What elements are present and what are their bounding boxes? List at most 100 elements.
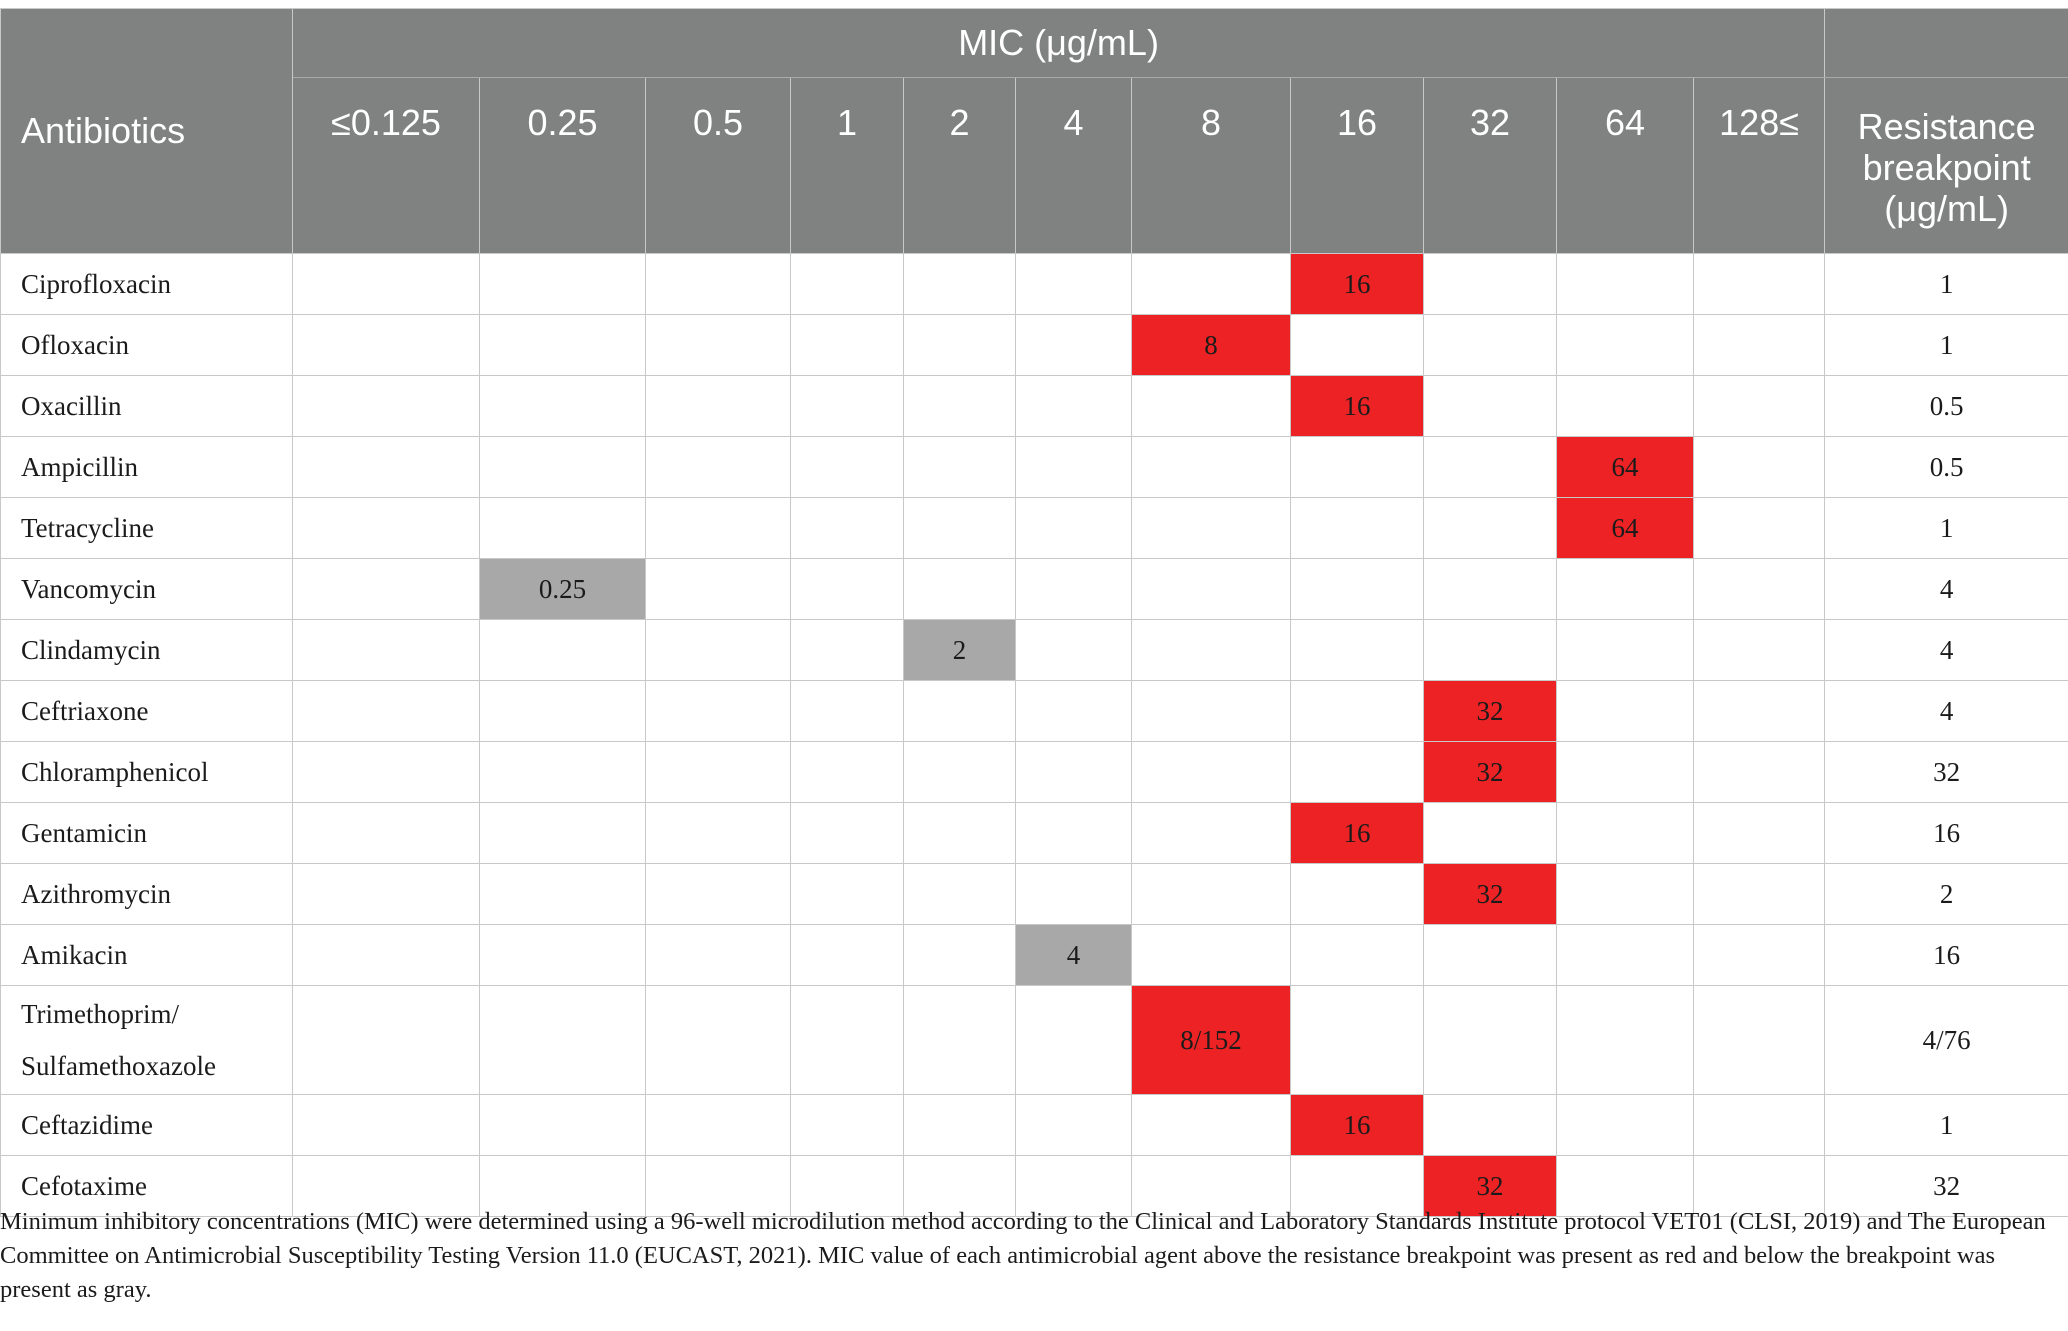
- antibiotic-name: Ciprofloxacin: [0, 253, 293, 315]
- empty-cell: [903, 497, 1016, 559]
- empty-cell: [479, 375, 646, 437]
- empty-cell: [479, 619, 646, 681]
- empty-cell: [479, 314, 646, 376]
- empty-cell: [1556, 680, 1694, 742]
- empty-cell: [1692, 497, 1826, 559]
- empty-cell: [1692, 619, 1826, 681]
- empty-cell: [645, 680, 791, 742]
- antibiotic-name-line: Amikacin: [21, 939, 128, 970]
- empty-cell: [479, 741, 646, 803]
- empty-cell: [1692, 985, 1826, 1095]
- empty-cell: [1015, 680, 1132, 742]
- empty-cell: [903, 924, 1016, 986]
- breakpoint-cell: 16: [1824, 924, 2068, 986]
- empty-cell: [292, 558, 480, 620]
- mic-value-cell: 64: [1556, 497, 1694, 559]
- empty-cell: [1692, 863, 1826, 925]
- empty-cell: [1131, 1155, 1291, 1217]
- table-row: Oxacillin 16 0.5: [0, 375, 2068, 437]
- empty-cell: [479, 802, 646, 864]
- empty-cell: [903, 985, 1016, 1095]
- mic-value-cell: 32: [1423, 1155, 1557, 1217]
- empty-cell: [1692, 1094, 1826, 1156]
- antibiotic-name: Clindamycin: [0, 619, 293, 681]
- empty-cell: [1015, 741, 1132, 803]
- concentration-header: 16: [1290, 77, 1424, 254]
- mic-value-cell: 4: [1015, 924, 1132, 986]
- empty-cell: [292, 1094, 480, 1156]
- empty-cell: [1015, 1094, 1132, 1156]
- empty-cell: [1556, 375, 1694, 437]
- concentration-header: 32: [1423, 77, 1557, 254]
- table-body: Ciprofloxacin 16 1 Ofloxacin 8 1 Oxacillin 16 0.…: [0, 253, 2068, 1217]
- empty-cell: [292, 436, 480, 498]
- empty-cell: [292, 253, 480, 315]
- antibiotic-name: Ceftazidime: [0, 1094, 293, 1156]
- empty-cell: [790, 314, 904, 376]
- breakpoint-cell: 4: [1824, 619, 2068, 681]
- empty-cell: [1423, 802, 1557, 864]
- empty-cell: [645, 375, 791, 437]
- empty-cell: [1556, 253, 1694, 315]
- empty-cell: [645, 802, 791, 864]
- antibiotic-name-line: Cefotaxime: [21, 1170, 147, 1201]
- concentration-header: 0.25: [479, 77, 646, 254]
- antibiotic-name-line: Ceftazidime: [21, 1109, 153, 1140]
- empty-cell: [1131, 924, 1291, 986]
- antibiotic-name-line: Ciprofloxacin: [21, 268, 171, 299]
- empty-cell: [903, 680, 1016, 742]
- table-row: Amikacin 4 16: [0, 924, 2068, 986]
- breakpoint-header: Resistance breakpoint (μg/mL): [1824, 77, 2068, 254]
- empty-cell: [1692, 680, 1826, 742]
- empty-cell: [1692, 558, 1826, 620]
- empty-cell: [903, 863, 1016, 925]
- concentration-header: 1: [790, 77, 904, 254]
- empty-cell: [645, 558, 791, 620]
- empty-cell: [903, 1155, 1016, 1217]
- empty-cell: [479, 680, 646, 742]
- empty-cell: [1423, 924, 1557, 986]
- antibiotic-name: Azithromycin: [0, 863, 293, 925]
- empty-cell: [1423, 1094, 1557, 1156]
- empty-cell: [1423, 558, 1557, 620]
- empty-cell: [903, 1094, 1016, 1156]
- empty-cell: [1692, 436, 1826, 498]
- empty-cell: [1423, 314, 1557, 376]
- empty-cell: [1692, 1155, 1826, 1217]
- empty-cell: [903, 558, 1016, 620]
- table-row: Tetracycline 64 1: [0, 497, 2068, 559]
- empty-cell: [1131, 1094, 1291, 1156]
- empty-cell: [1290, 741, 1424, 803]
- empty-cell: [790, 985, 904, 1095]
- antibiotic-name: Ceftriaxone: [0, 680, 293, 742]
- breakpoint-cell: 4: [1824, 680, 2068, 742]
- empty-cell: [645, 619, 791, 681]
- antibiotic-name-line: Trimethoprim/: [21, 999, 180, 1029]
- antibiotic-name-line: Gentamicin: [21, 817, 147, 848]
- empty-cell: [1015, 497, 1132, 559]
- empty-cell: [479, 985, 646, 1095]
- empty-cell: [1015, 314, 1132, 376]
- empty-cell: [645, 314, 791, 376]
- mic-table: Antibiotics MIC (μg/mL) ≤0.125 0.25 0.5 1 2 4…: [0, 8, 2068, 1217]
- empty-cell: [292, 375, 480, 437]
- empty-cell: [479, 924, 646, 986]
- breakpoint-cell: 32: [1824, 1155, 2068, 1217]
- empty-cell: [479, 863, 646, 925]
- empty-cell: [1290, 863, 1424, 925]
- empty-cell: [1015, 375, 1132, 437]
- breakpoint-header-line: (μg/mL): [1884, 188, 2010, 229]
- antibiotic-name: Amikacin: [0, 924, 293, 986]
- empty-cell: [479, 1094, 646, 1156]
- empty-cell: [1131, 741, 1291, 803]
- antibiotic-name: Tetracycline: [0, 497, 293, 559]
- breakpoint-cell: 1: [1824, 497, 2068, 559]
- empty-cell: [1131, 802, 1291, 864]
- mic-value-cell: 32: [1423, 680, 1557, 742]
- empty-cell: [1131, 558, 1291, 620]
- empty-cell: [1131, 619, 1291, 681]
- empty-cell: [790, 1094, 904, 1156]
- empty-cell: [903, 253, 1016, 315]
- mic-group-header: MIC (μg/mL): [291, 8, 1826, 78]
- antibiotic-name: Oxacillin: [0, 375, 293, 437]
